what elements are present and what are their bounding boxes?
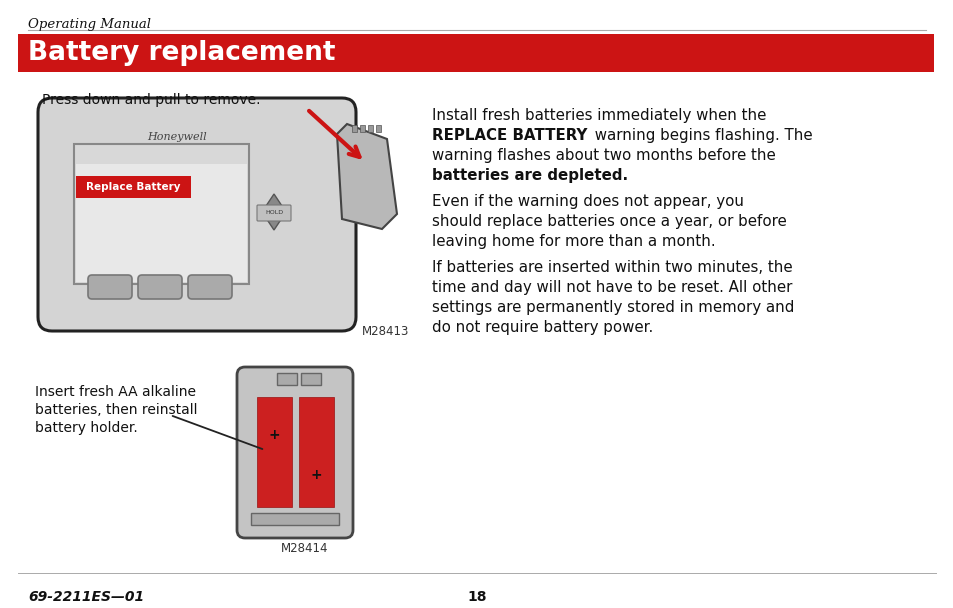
Text: Battery replacement: Battery replacement xyxy=(28,40,335,66)
FancyBboxPatch shape xyxy=(188,275,232,299)
Bar xyxy=(352,125,356,132)
Text: warning flashes about two months before the: warning flashes about two months before … xyxy=(432,148,775,163)
Text: 18: 18 xyxy=(467,590,486,604)
Bar xyxy=(251,513,338,525)
Text: should replace batteries once a year, or before: should replace batteries once a year, or… xyxy=(432,214,786,229)
Polygon shape xyxy=(262,212,286,230)
Text: M28413: M28413 xyxy=(361,325,409,338)
Text: +: + xyxy=(310,468,321,482)
Text: batteries are depleted.: batteries are depleted. xyxy=(432,168,627,183)
Bar xyxy=(76,164,247,282)
FancyBboxPatch shape xyxy=(256,205,291,221)
Text: Insert fresh AA alkaline: Insert fresh AA alkaline xyxy=(35,385,195,399)
Bar xyxy=(368,125,373,132)
Bar xyxy=(18,34,933,72)
Text: REPLACE BATTERY: REPLACE BATTERY xyxy=(432,128,587,143)
Text: If batteries are inserted within two minutes, the: If batteries are inserted within two min… xyxy=(432,260,792,275)
FancyBboxPatch shape xyxy=(88,275,132,299)
Text: settings are permanently stored in memory and: settings are permanently stored in memor… xyxy=(432,300,794,315)
Text: HOLD: HOLD xyxy=(265,210,283,215)
Text: 69-2211ES—01: 69-2211ES—01 xyxy=(28,590,144,604)
Text: batteries, then reinstall: batteries, then reinstall xyxy=(35,403,197,417)
Bar xyxy=(276,373,296,385)
FancyBboxPatch shape xyxy=(38,98,355,331)
Bar xyxy=(76,176,191,198)
Polygon shape xyxy=(262,194,286,212)
Text: M28414: M28414 xyxy=(281,542,329,555)
Text: Operating Manual: Operating Manual xyxy=(28,18,151,31)
Bar xyxy=(74,144,249,284)
FancyBboxPatch shape xyxy=(138,275,182,299)
Text: Replace Battery: Replace Battery xyxy=(86,182,180,192)
Text: leaving home for more than a month.: leaving home for more than a month. xyxy=(432,234,715,249)
Text: battery holder.: battery holder. xyxy=(35,421,137,435)
Text: Honeywell: Honeywell xyxy=(147,132,207,142)
Bar xyxy=(298,397,334,507)
Text: warning begins flashing. The: warning begins flashing. The xyxy=(589,128,812,143)
Text: Install fresh batteries immediately when the: Install fresh batteries immediately when… xyxy=(432,108,765,123)
Polygon shape xyxy=(336,124,396,229)
Bar xyxy=(301,373,320,385)
Text: Press down and pull to remove.: Press down and pull to remove. xyxy=(42,93,260,107)
Text: Even if the warning does not appear, you: Even if the warning does not appear, you xyxy=(432,194,743,209)
Text: time and day will not have to be reset. All other: time and day will not have to be reset. … xyxy=(432,280,792,295)
FancyBboxPatch shape xyxy=(236,367,353,538)
Bar xyxy=(375,125,380,132)
Bar xyxy=(256,397,292,507)
Text: +: + xyxy=(268,428,279,442)
Bar xyxy=(359,125,365,132)
Text: do not require battery power.: do not require battery power. xyxy=(432,320,653,335)
